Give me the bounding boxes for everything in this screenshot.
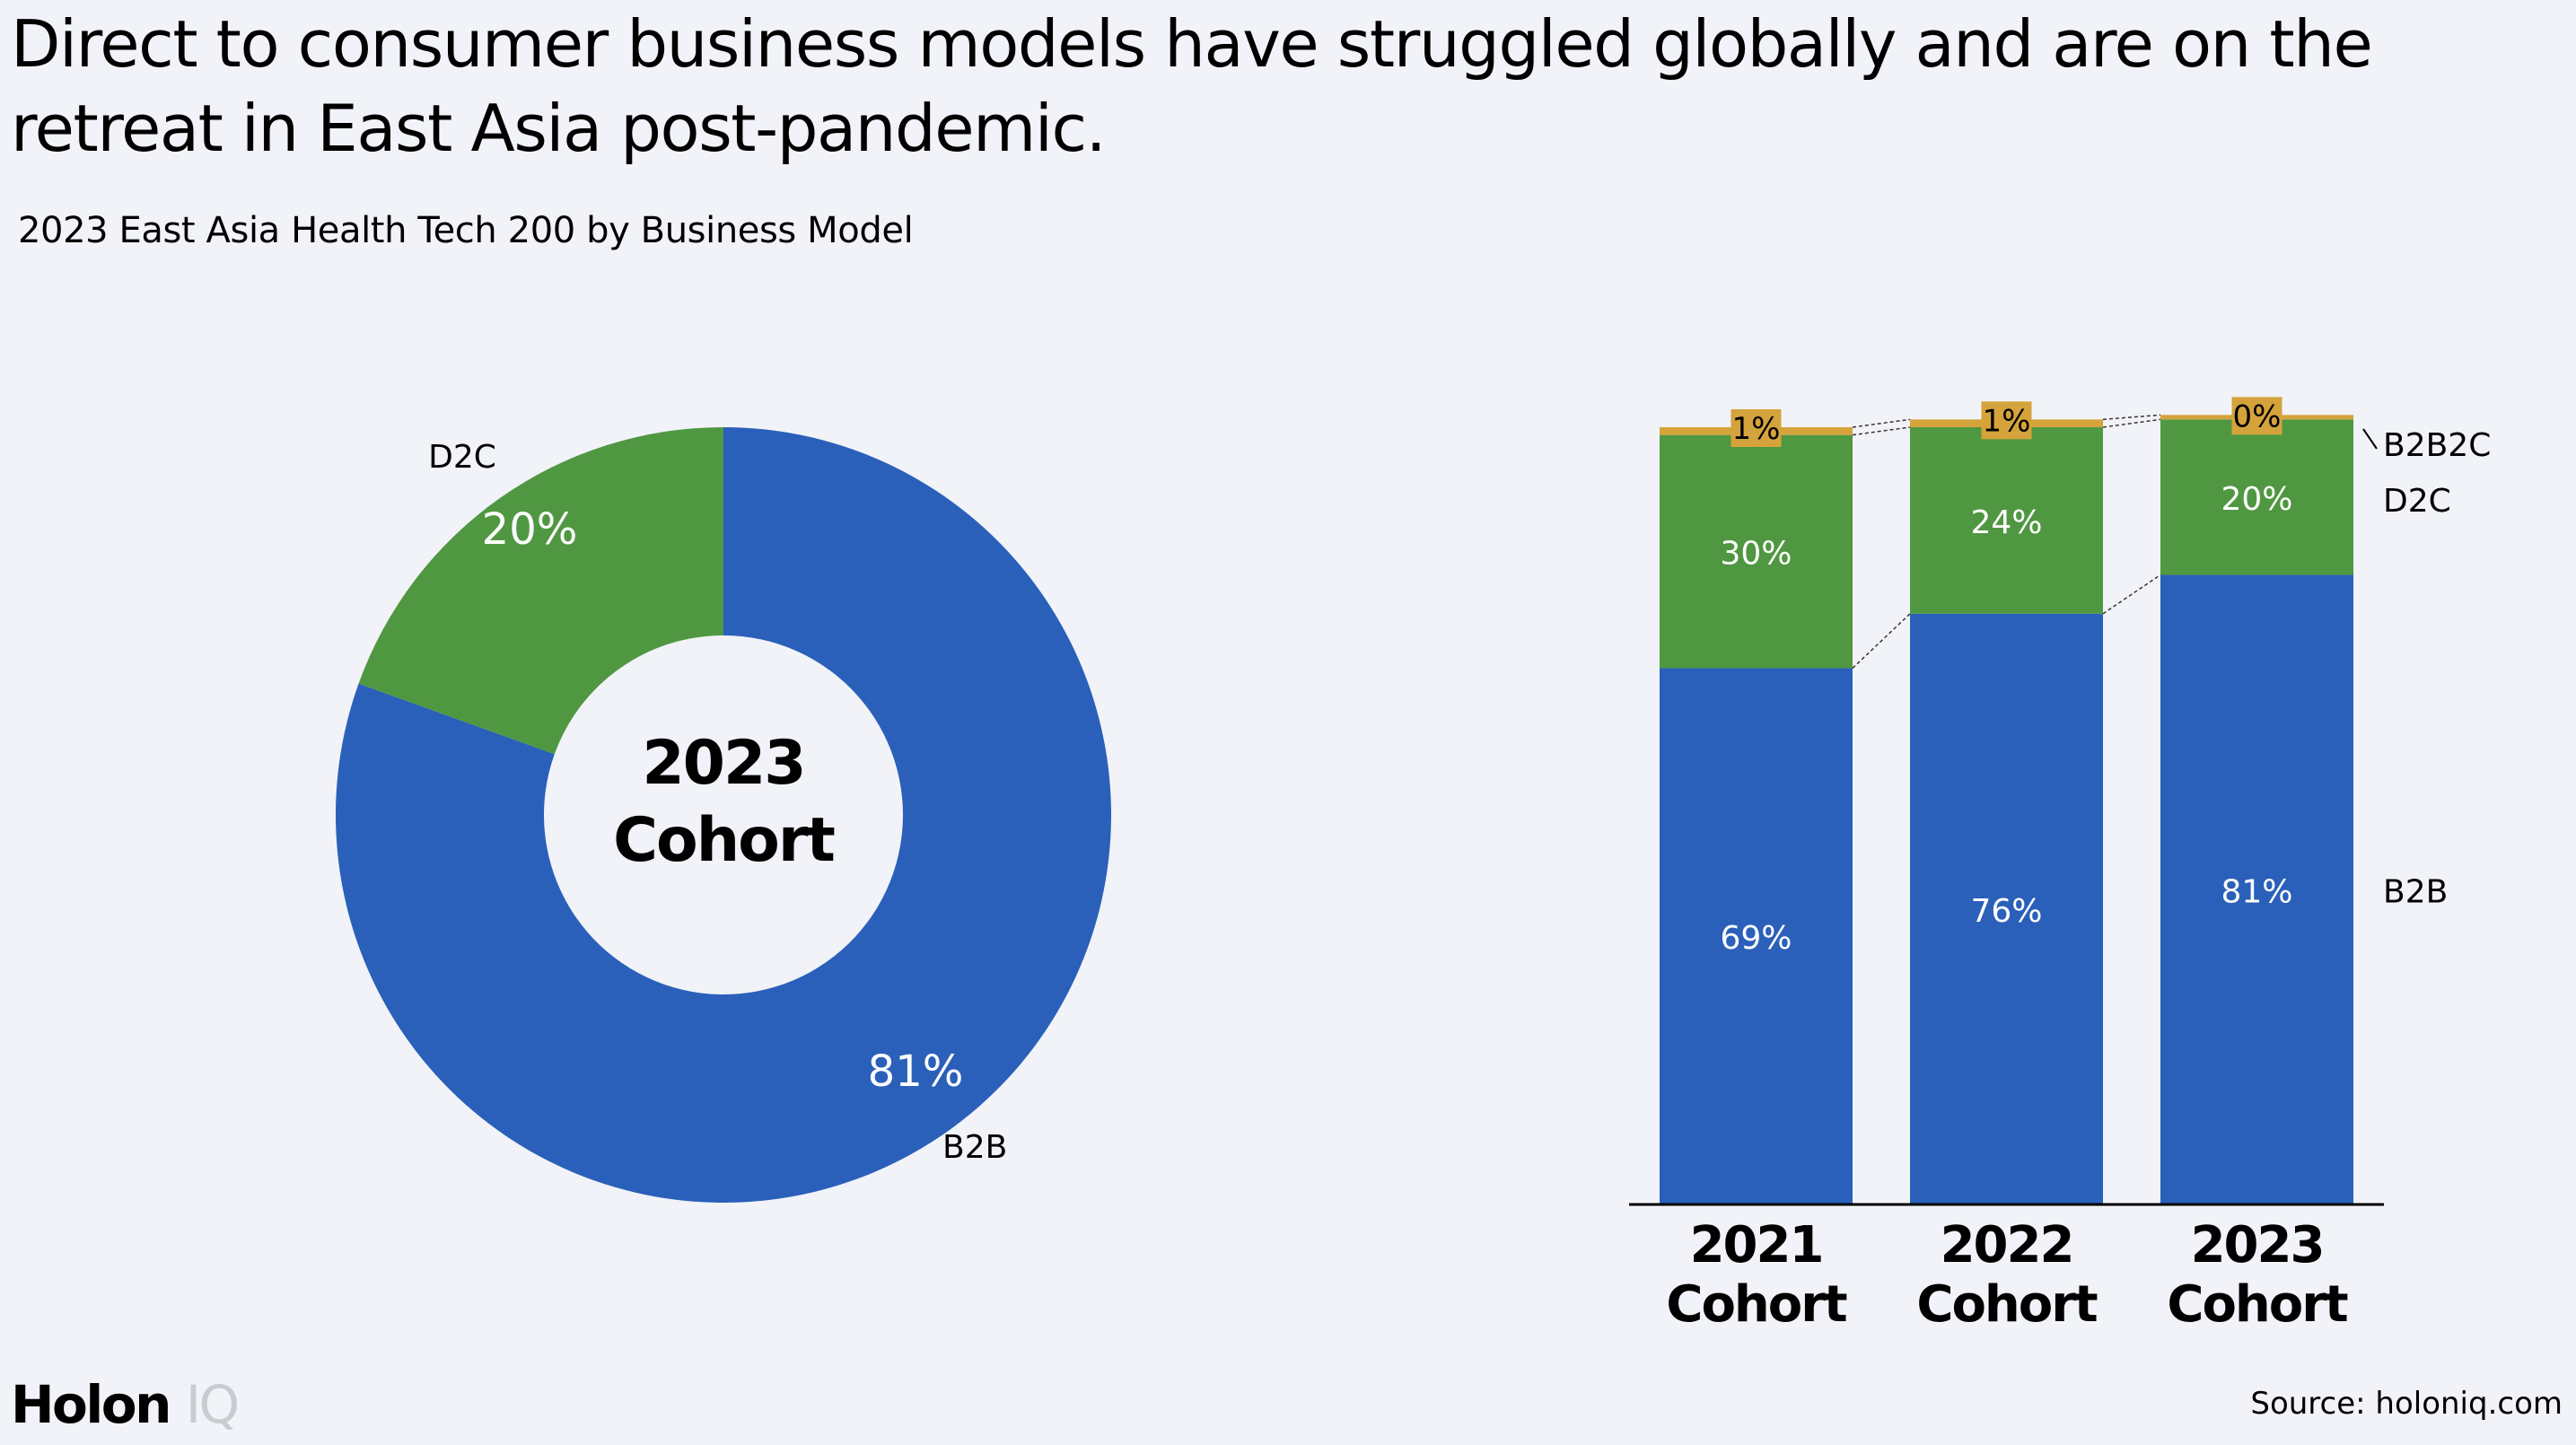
bar-value-label-b2b2c-2: 1%: [1983, 403, 2031, 439]
bar-value-label-b2b2c-3: 0%: [2233, 398, 2282, 434]
bar-label-bg-b2b2c-2: [1981, 401, 2032, 440]
bar-value-label-b2b-1: 69%: [1720, 920, 1792, 957]
headline: Direct to consumer business models have …: [11, 6, 2373, 166]
holoniq-logo: Holon IQ: [11, 1373, 240, 1436]
series-label-b2b: B2B: [2383, 873, 2448, 910]
bar-segment-b2b-1: [1660, 668, 1853, 1204]
bar-category-label-1-line-1: 2021: [1690, 1216, 1823, 1274]
logo-holon: Holon: [11, 1374, 171, 1435]
bar-value-label-d2c-3: 20%: [2221, 481, 2292, 518]
connector-b2b2c-1: [1852, 418, 1911, 428]
bar-segment-d2c-3: [2160, 419, 2353, 575]
bar-value-label-b2b-2: 76%: [1970, 893, 2042, 930]
donut-category-label-b2b: B2B: [942, 1129, 1007, 1166]
donut-value-label-d2c: 20%: [482, 504, 578, 555]
connector-b2b-1: [1852, 613, 1911, 670]
bar-segment-b2b-2: [1910, 613, 2103, 1204]
donut-center-label-line-2: Cohort: [613, 805, 834, 876]
series-label-d2c: D2C: [2383, 483, 2451, 520]
bar-value-label-b2b-3: 81%: [2221, 873, 2292, 910]
stacked-bar-chart: 69%30%1%2021Cohort76%24%1%2022Cohort81%2…: [1629, 397, 2491, 1334]
bar-label-bg-b2b2c-1: [1730, 409, 1782, 447]
bar-category-label-2-line-2: Cohort: [1916, 1275, 2098, 1334]
connector-b2b2c-2: [2102, 414, 2161, 421]
bar-value-label-d2c-2: 24%: [1970, 504, 2042, 541]
bar-segment-b2b-3: [2160, 574, 2353, 1204]
connector-d2c-1: [1852, 426, 1911, 436]
connector-d2c-2: [2102, 418, 2161, 428]
bar-segment-d2c-1: [1660, 434, 1853, 669]
donut-category-label-d2c: D2C: [428, 439, 496, 476]
bar-value-label-d2c-1: 30%: [1720, 536, 1792, 573]
legend-leader-b2b2c: [2362, 428, 2378, 450]
donut-center-label-line-1: 2023: [642, 728, 804, 799]
chart-subtitle: 2023 East Asia Health Tech 200 by Busine…: [18, 210, 914, 251]
bar-label-bg-b2b2c-3: [2231, 397, 2282, 435]
bar-category-label-1-line-2: Cohort: [1666, 1275, 1847, 1334]
bar-value-label-b2b2c-1: 1%: [1732, 411, 1781, 447]
series-label-b2b2c: B2B2C: [2383, 427, 2491, 464]
bar-category-label-2-line-1: 2022: [1941, 1216, 2073, 1274]
donut-slice-d2c: [358, 427, 723, 755]
connector-b2b-2: [2102, 574, 2161, 615]
source-note: Source: holoniq.com: [2250, 1386, 2563, 1422]
donut-value-label-b2b: 81%: [868, 1047, 964, 1097]
bar-category-label-3-line-2: Cohort: [2167, 1275, 2348, 1334]
logo-iq: IQ: [185, 1374, 240, 1435]
donut-slice-b2b: [336, 427, 1112, 1204]
bar-segment-d2c-2: [1910, 427, 2103, 614]
bar-category-label-3-line-1: 2023: [2191, 1216, 2324, 1274]
